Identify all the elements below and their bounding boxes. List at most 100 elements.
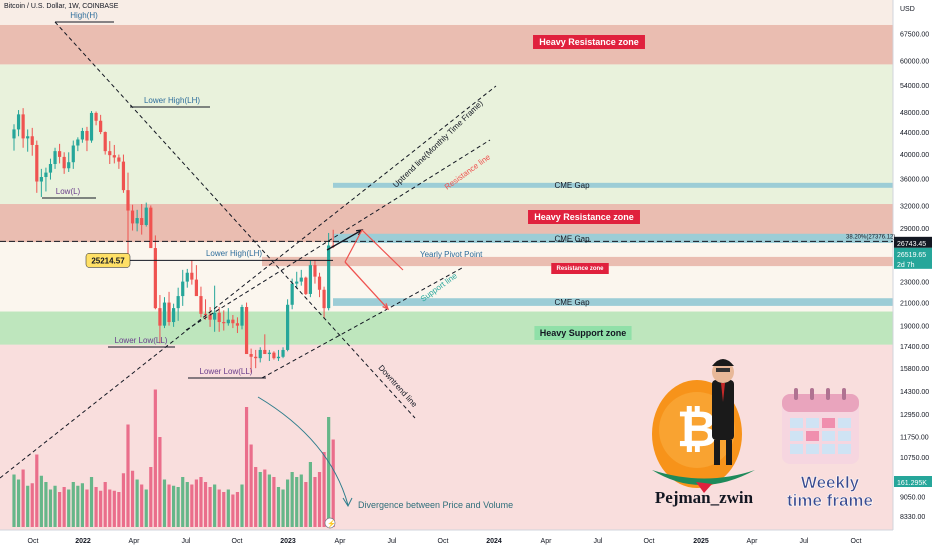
candle-body (39, 177, 43, 182)
projection-down-1 (361, 229, 404, 271)
chart-title: Bitcoin / U.S. Dollar, 1W, COINBASE (4, 3, 119, 10)
lower-high-label-1: Lower High(LH) (144, 96, 200, 105)
volume-badge: 161.295K (897, 480, 927, 487)
calendar-cell-icon (838, 431, 851, 441)
volume-bar (167, 484, 171, 527)
candle-body (167, 302, 171, 323)
candle-body (208, 314, 212, 320)
candle-body (276, 356, 281, 359)
lightning-icon: ⚡ (327, 519, 336, 528)
candle-body (44, 172, 48, 178)
price-tick-label: 48000.00 (900, 110, 929, 117)
volume-bar (190, 484, 194, 527)
price-tick-label: 44000.00 (900, 130, 929, 137)
candle-body (58, 151, 62, 157)
price-tick-label: 21000.00 (900, 301, 929, 308)
candle-body (12, 129, 16, 139)
volume-bar (94, 487, 98, 527)
volume-bar (103, 482, 107, 527)
price-tick-label: 19000.00 (900, 324, 929, 331)
divergence-arrow-head (342, 497, 353, 508)
volume-bar (217, 489, 221, 527)
low-label: Low(L) (56, 187, 81, 196)
candle-body (244, 307, 249, 355)
resistance-zone-0 (0, 24, 893, 65)
time-tick-label: Jul (182, 538, 191, 545)
volume-bar (276, 487, 281, 527)
volume-bar (290, 472, 294, 527)
candle-body (249, 354, 253, 357)
candle-body (308, 265, 312, 294)
countdown-badge: 2d 7h (897, 262, 915, 269)
heavy-resistance-label-mid: Heavy Resistance zone (534, 212, 634, 222)
candle-body (35, 144, 39, 182)
candle-body (94, 112, 98, 121)
current-price-badge: 26743.45 (897, 241, 926, 248)
heavy-resistance-label-top-bg (533, 35, 645, 49)
candle-body (203, 313, 208, 315)
cme-gap-label: CME Gap (554, 234, 590, 243)
price-tick-label: 17400.00 (900, 344, 929, 351)
volume-bar (135, 479, 139, 527)
price-tick-label: 14300.00 (900, 389, 929, 396)
candle-body (322, 289, 326, 309)
volume-bar (222, 492, 226, 527)
calendar-cell-icon (838, 444, 851, 454)
character-leg-left-icon (714, 440, 720, 465)
candle-body (62, 156, 66, 169)
candle-body (258, 349, 262, 359)
author-name: Pejman_zwin (655, 488, 754, 507)
time-tick-label: Oct (28, 538, 39, 545)
heavy-support-label: Heavy Support zone (540, 328, 627, 338)
pink-lower-band (0, 344, 893, 530)
price-tick-label: 9050.00 (900, 495, 925, 502)
countdown-badge-bg (894, 257, 932, 269)
time-axis-panel (0, 530, 932, 550)
volume-bar (144, 489, 148, 527)
price-tick-label: 40000.00 (900, 152, 929, 159)
resistance-line (185, 139, 491, 331)
calendar-cell-icon (806, 444, 819, 454)
divergence-curve (257, 396, 349, 506)
volume-bar (112, 490, 116, 527)
volume-bar (16, 479, 21, 527)
volume-bar (58, 492, 62, 527)
high-label: High(H) (70, 11, 98, 20)
volume-bar (194, 479, 198, 527)
volume-bar (308, 462, 312, 527)
volume-bar (99, 490, 103, 527)
volume-bar (235, 492, 240, 527)
candle-body (199, 296, 203, 314)
candle-body (26, 136, 30, 139)
volume-bar (286, 479, 290, 527)
candle-body (267, 352, 271, 355)
time-tick-label: Oct (232, 538, 243, 545)
candle-body (176, 296, 180, 309)
heavy-support-label-bg (534, 326, 632, 340)
time-tick-label: Jul (800, 538, 809, 545)
candle-body (304, 277, 308, 294)
candle-body (53, 151, 57, 165)
volume-badge-bg (894, 476, 932, 487)
volume-bar (240, 484, 244, 527)
volume-bar (272, 477, 276, 527)
candle-body (281, 349, 285, 357)
cme-gap-0 (333, 182, 893, 188)
volume-bar (26, 485, 30, 527)
calendar-cell-icon (838, 418, 851, 428)
volume-bar (304, 482, 308, 527)
volume-bar (162, 479, 167, 527)
volume-bar (35, 454, 39, 527)
volume-bar (226, 489, 230, 527)
candle-body (290, 283, 294, 305)
volume-bar (331, 439, 335, 527)
volume-bar (12, 474, 16, 527)
candle-body (231, 319, 235, 324)
support-zone-3 (0, 311, 893, 345)
volume-bar (249, 444, 253, 527)
calendar-ring-icon (810, 388, 814, 400)
projection-link (344, 229, 363, 263)
candle-body (140, 218, 144, 225)
candle-body (48, 164, 53, 173)
